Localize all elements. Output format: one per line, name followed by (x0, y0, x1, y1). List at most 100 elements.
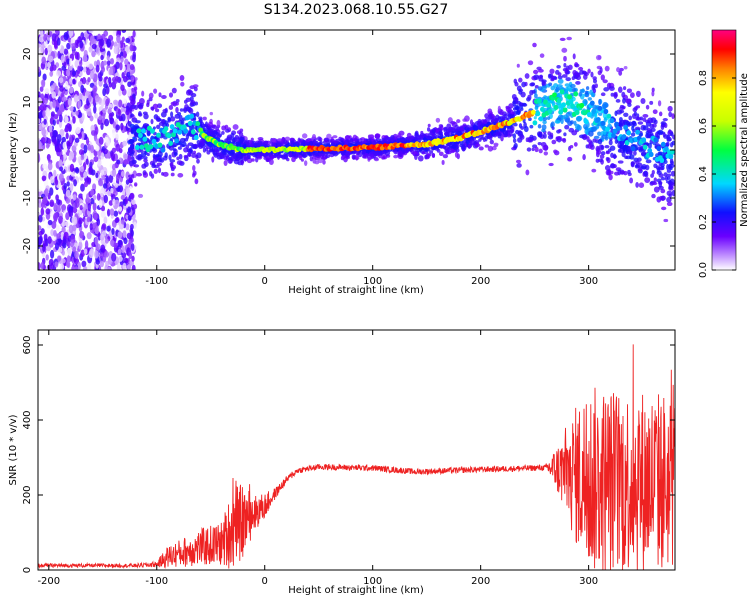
spectrogram-ridge-cell (543, 99, 548, 105)
spectrogram-cell (142, 156, 148, 160)
spectrogram-cell (615, 99, 621, 103)
spectrogram-cell (538, 148, 543, 154)
spectrogram-cell (639, 132, 643, 137)
spectrogram-cell (587, 97, 592, 101)
spectrogram-cell (467, 143, 472, 150)
spectrogram-ridge-cell (621, 134, 627, 140)
spectrogram-cell (69, 163, 75, 173)
spectrogram-cell (125, 223, 130, 231)
spectrogram-cell (121, 30, 127, 33)
spectrogram-cell (58, 159, 63, 167)
spectrogram-cell (96, 192, 101, 201)
spectrogram-cell (239, 128, 244, 133)
spectrogram-cell (600, 74, 605, 81)
spectrogram-cell (202, 147, 206, 153)
spectrogram-cell (38, 262, 41, 270)
spectrogram-cell (339, 140, 345, 146)
spectrogram-cell (72, 206, 77, 214)
spectrogram-ridge-cell (558, 109, 563, 115)
spectrogram-ridge-cell (559, 89, 565, 95)
spectrogram-cell (537, 133, 542, 138)
spectrogram-cell (168, 92, 174, 98)
spectrogram-cell (190, 92, 197, 98)
spectrogram-cell (202, 116, 207, 121)
spectrogram-cell (61, 65, 67, 71)
spectrogram-cell (90, 188, 95, 197)
spectrogram-ridge-cell (668, 153, 674, 159)
spectrogram-cell (80, 84, 85, 94)
spectrogram-cell (70, 239, 74, 248)
spectrogram-cell (548, 82, 553, 87)
spectrogram-noise (38, 30, 138, 270)
spectrogram-cell (125, 109, 130, 116)
spectrogram-cell (127, 206, 131, 214)
spectrogram-cell (129, 123, 135, 129)
spectrogram-cell (529, 134, 534, 139)
spectrogram-cell (473, 140, 477, 146)
spectrogram-cell (72, 194, 77, 201)
spectrogram-cell (414, 131, 419, 137)
spectrogram-cell (99, 252, 105, 259)
spectrogram-cell (332, 135, 338, 139)
spectrogram-cell (519, 134, 525, 140)
spectrogram-cell (442, 154, 449, 159)
spectrogram-cell (77, 208, 82, 215)
spectrogram-cell (619, 140, 625, 145)
spectrogram-cell (542, 120, 547, 125)
spectrogram-cell (121, 36, 125, 43)
spectrogram-cell (642, 113, 649, 118)
spectrogram-cell (477, 121, 481, 126)
spectrogram-cell (141, 90, 145, 97)
spectrogram-cell (93, 213, 98, 221)
spectrogram-cell (38, 153, 41, 163)
spectrogram-cell (543, 132, 547, 139)
spectrogram-cell (662, 117, 668, 122)
spectrogram-ridge-cell (561, 102, 566, 108)
spectrogram-cell (587, 143, 593, 149)
spectrogram-ridge-cell (635, 129, 640, 135)
spectrogram-cell (304, 160, 308, 166)
spectrogram-cell (55, 224, 60, 232)
spectrogram-cell (444, 132, 448, 136)
spectrogram-cell (131, 199, 136, 205)
spectrogram-cell (66, 255, 71, 264)
spectrogram-cell (501, 115, 506, 121)
spectrogram-cell (537, 86, 543, 91)
spectrogram-cell (593, 135, 600, 140)
spectrogram-cell (61, 204, 67, 211)
spectrogram-ridge-cell (611, 132, 616, 138)
spectrogram-cell (451, 145, 456, 149)
spectrogram-cell (143, 113, 149, 120)
spectrogram-marks (38, 30, 675, 270)
spectrogram-cell (230, 132, 235, 138)
spectrogram-cell (575, 80, 581, 85)
spectrogram-cell (489, 136, 493, 141)
spectrogram-cell (176, 156, 180, 161)
spectrogram-cell (549, 132, 554, 138)
spectrogram-cell (98, 136, 104, 145)
spectrogram-cell (75, 168, 80, 174)
spectrogram-cell (512, 133, 517, 139)
spectrogram-cell (40, 201, 45, 209)
spectrogram-cell (86, 216, 91, 223)
spectrogram-halo (126, 36, 675, 223)
spectrogram-cell (487, 113, 493, 120)
spectrogram-ridge-cell (556, 97, 562, 104)
spectrogram-cell (268, 158, 274, 166)
spectrogram-cell (551, 139, 557, 145)
colorbar-tick-label: 0.4 (698, 166, 709, 182)
spectrogram-cell (104, 118, 110, 127)
spectrogram-cell (268, 151, 272, 158)
spectrogram-cell (97, 158, 102, 167)
spectrogram-cell (68, 155, 73, 161)
spectrogram-cell (637, 168, 643, 172)
x-tick-label: -200 (37, 276, 60, 287)
spectrogram-cell (618, 70, 623, 76)
spectrogram-cell (400, 137, 405, 142)
spectrogram-cell (83, 248, 88, 255)
spectrogram-cell (238, 131, 244, 137)
spectrogram-cell (512, 107, 517, 111)
spectrogram-cell (111, 163, 116, 171)
spectrogram-cell (597, 131, 602, 137)
